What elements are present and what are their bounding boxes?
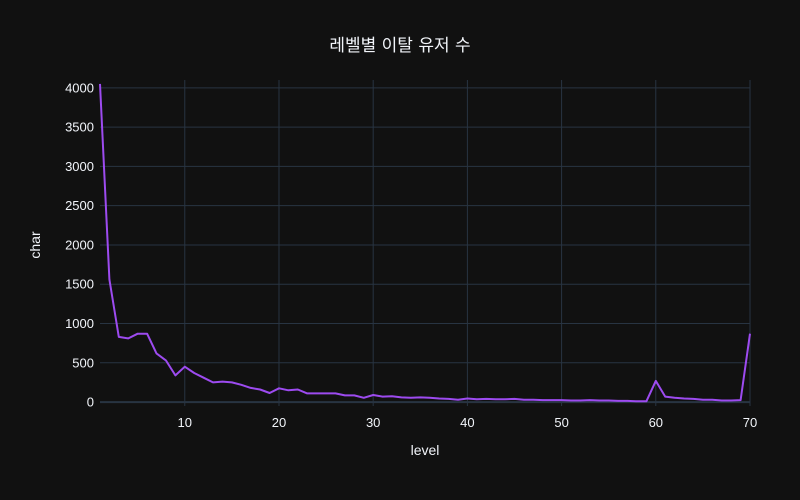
- x-axis-label: level: [411, 442, 440, 458]
- x-tick-label-5: 60: [649, 415, 663, 430]
- x-tick-label-6: 70: [743, 415, 757, 430]
- x-tick-label-4: 50: [554, 415, 568, 430]
- x-tick-label-2: 30: [366, 415, 380, 430]
- x-tick-label-0: 10: [178, 415, 192, 430]
- y-tick-label-8: 4000: [65, 80, 94, 95]
- x-tick-label-3: 40: [460, 415, 474, 430]
- series-line-0: [99, 83, 751, 403]
- series-layer: [99, 83, 751, 403]
- y-tick-label-2: 1000: [65, 316, 94, 331]
- y-tick-label-7: 3500: [65, 120, 94, 135]
- y-tick-label-3: 1500: [65, 277, 94, 292]
- y-tick-label-0: 0: [87, 395, 94, 410]
- y-axis-label: char: [27, 231, 43, 259]
- x-tick-labels: 10 20 30 40 50 60 70: [178, 415, 758, 430]
- y-tick-label-4: 2000: [65, 237, 94, 252]
- y-tick-label-1: 500: [72, 355, 94, 370]
- y-tick-labels: 0 500 1000 1500 2000 2500 3000 3500 4000: [65, 80, 94, 409]
- y-tick-label-5: 2500: [65, 198, 94, 213]
- y-gridlines: [100, 87, 750, 404]
- x-gridlines: [184, 80, 751, 406]
- chart-title: 레벨별 이탈 유저 수: [329, 36, 470, 56]
- x-tick-label-1: 20: [272, 415, 286, 430]
- y-tick-label-6: 3000: [65, 159, 94, 174]
